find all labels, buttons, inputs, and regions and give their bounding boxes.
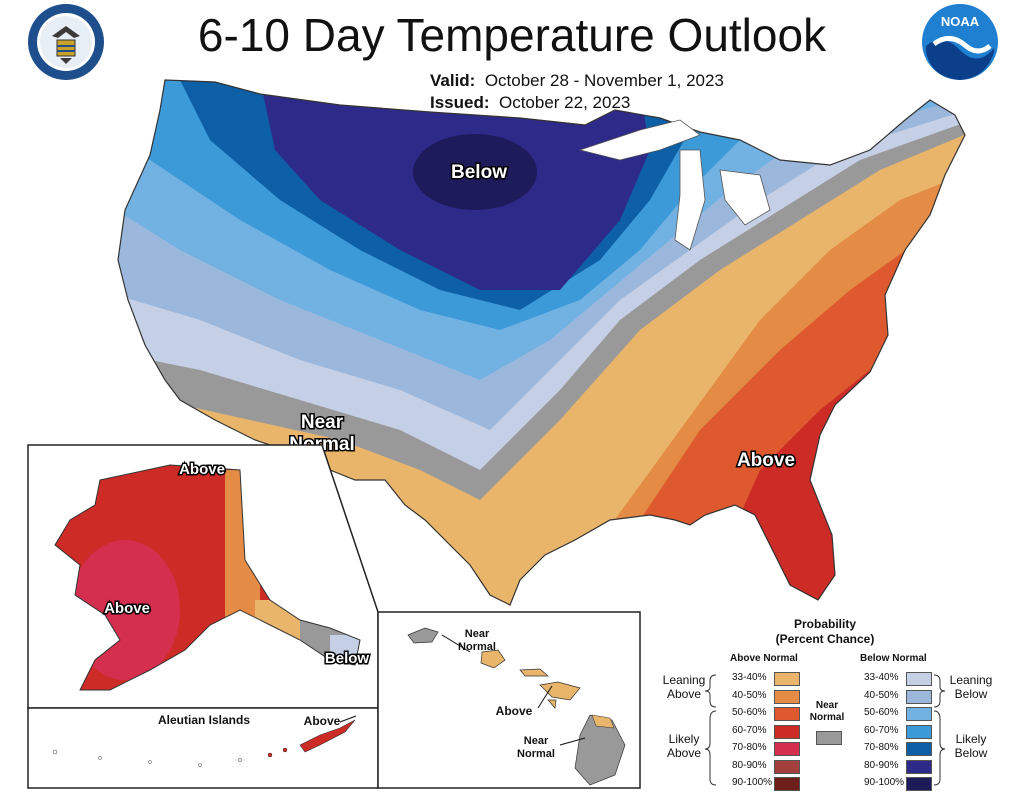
legend-above-swatch — [774, 777, 800, 791]
legend-below-swatch — [906, 759, 932, 774]
label-aleutian-title: Aleutian Islands — [158, 713, 250, 727]
hawaii-islands — [407, 627, 626, 786]
legend-above-swatch — [774, 672, 800, 686]
legend-above-range-label: 33-40% — [732, 672, 767, 683]
label-hi-near-bottom-1: Near — [524, 735, 549, 747]
lake-huron — [719, 169, 771, 226]
legend-near-normal: Near Normal — [809, 700, 845, 723]
legend-below-swatch — [906, 689, 932, 704]
hi-near-bottom-pointer — [559, 737, 586, 746]
label-conus-below: Below — [451, 162, 507, 183]
legend-likely-above: Likely Above — [666, 732, 702, 760]
legend-near-swatch — [816, 731, 842, 745]
legend-below-range-label: 50-60% — [864, 707, 899, 718]
noaa-logo-text: NOAA — [941, 14, 980, 29]
legend-above-range-label: 90-100% — [732, 777, 773, 788]
label-conus-above: Above — [737, 450, 795, 471]
valid-line: Valid: October 28 - November 1, 2023 — [430, 71, 724, 90]
commerce-seal-icon — [28, 4, 104, 80]
legend-below-swatch — [906, 742, 932, 756]
probability-legend: Probability (Percent Chance) Above Norma… — [650, 615, 1020, 791]
aleutian-inset-frame — [27, 707, 379, 789]
legend-below-range-label: 40-50% — [864, 689, 899, 701]
legend-above-range-label: 50-60% — [732, 707, 767, 718]
legend-above-range-label: 80-90% — [732, 759, 767, 771]
legend-below-range-label: 70-80% — [864, 742, 899, 753]
lake-michigan — [674, 149, 706, 251]
legend-above-range-label: 60-70% — [732, 724, 767, 736]
legend-braces — [704, 674, 946, 786]
legend-above-swatch — [774, 724, 800, 739]
label-hi-near-bottom-2: Normal — [517, 748, 555, 760]
label-hi-near-top-1: Near — [465, 628, 490, 640]
legend-below-swatch — [906, 777, 932, 791]
label-hi-above: Above — [496, 704, 533, 718]
label-hi-near-top-2: Normal — [458, 641, 496, 653]
label-ak-above-north: Above — [179, 461, 225, 478]
label-aleutian-above: Above — [304, 714, 341, 728]
page-title: 6-10 Day Temperature Outlook — [197, 9, 827, 61]
legend-below-range-label: 90-100% — [864, 777, 905, 788]
legend-below-range-label: 60-70% — [864, 724, 899, 736]
legend-below-range-label: 80-90% — [864, 759, 899, 771]
hi-above-pointer — [537, 685, 553, 709]
legend-above-swatch — [774, 742, 800, 756]
legend-above-header: Above Normal — [730, 653, 798, 664]
aleutian-islands — [52, 719, 356, 767]
legend-below-range-label: 33-40% — [864, 672, 899, 683]
label-conus-near-1: Near — [301, 412, 344, 433]
legend-leaning-below: Leaning Below — [949, 673, 993, 701]
alaska-outline — [54, 464, 361, 691]
valid-issued-block: Valid: October 28 - November 1, 2023 Iss… — [430, 70, 724, 114]
lake-superior — [578, 119, 701, 161]
legend-above-range-label: 70-80% — [732, 742, 767, 753]
legend-above-swatch — [774, 707, 800, 721]
issued-line: Issued: October 22, 2023 — [430, 93, 631, 112]
legend-below-swatch — [906, 707, 932, 721]
noaa-logo-icon: NOAA — [922, 4, 998, 80]
legend-below-swatch — [906, 724, 932, 739]
legend-above-range-label: 40-50% — [732, 689, 767, 701]
label-ak-below: Below — [325, 650, 370, 667]
legend-likely-below: Likely Below — [954, 732, 988, 760]
legend-below-header: Below Normal — [860, 653, 927, 664]
legend-below-swatch — [906, 672, 932, 686]
aleutian-pointer — [339, 715, 357, 723]
legend-above-swatch — [774, 759, 800, 774]
legend-above-swatch — [774, 689, 800, 704]
legend-title: Probability (Percent Chance) — [775, 617, 875, 646]
label-ak-above-west: Above — [104, 600, 150, 617]
hi-near-top-pointer — [441, 634, 471, 653]
legend-leaning-above: Leaning Above — [662, 673, 706, 701]
